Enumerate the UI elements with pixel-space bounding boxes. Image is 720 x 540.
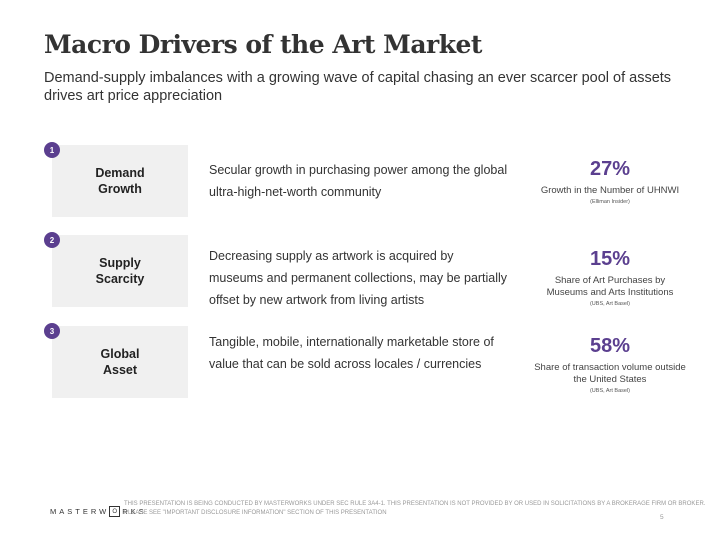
driver-number-badge: 2	[44, 232, 60, 248]
slide-title: Macro Drivers of the Art Market	[44, 30, 482, 59]
driver-number-badge: 3	[44, 323, 60, 339]
driver-row-global-asset: 3 Global Asset Tangible, mobile, interna…	[0, 323, 720, 398]
slide-subtitle: Demand-supply imbalances with a growing …	[44, 70, 672, 104]
stat-label: Share of transaction volume outside the …	[534, 362, 686, 385]
stat-value: 58%	[589, 335, 631, 357]
driver-stat: 15% Share of Art Purchases by Museums an…	[528, 247, 692, 308]
stat-source: (UBS, Art Basel)	[589, 301, 631, 307]
driver-name-box: Global Asset	[52, 326, 188, 398]
driver-row-supply-scarcity: 2 Supply Scarcity Decreasing supply as a…	[0, 232, 720, 308]
stat-value: 27%	[589, 158, 631, 180]
driver-number-badge: 1	[44, 142, 60, 158]
driver-description: Decreasing supply as artwork is acquired…	[209, 249, 508, 307]
driver-name-box: Supply Scarcity	[52, 235, 188, 307]
stat-source: (Elliman Insider)	[590, 199, 630, 205]
logo-text-right: RKS	[122, 507, 147, 516]
driver-description: Tangible, mobile, internationally market…	[209, 335, 494, 371]
logo-text-left: MASTERW	[50, 507, 110, 516]
page-number: 5	[660, 514, 664, 521]
stat-value: 15%	[589, 248, 631, 270]
stat-label: Growth in the Number of UHNWI	[540, 185, 680, 196]
footer-disclaimer: THIS PRESENTATION IS BEING CONDUCTED BY …	[124, 501, 706, 516]
driver-stat: 58% Share of transaction volume outside …	[528, 334, 692, 395]
driver-description: Secular growth in purchasing power among…	[209, 163, 508, 199]
driver-row-demand-growth: 1 Demand Growth Secular growth in purcha…	[0, 142, 720, 217]
stat-source: (UBS, Art Basel)	[589, 388, 631, 394]
driver-stat: 27% Growth in the Number of UHNWI (Ellim…	[528, 157, 692, 206]
stat-label: Share of Art Purchases by Museums and Ar…	[546, 275, 674, 298]
logo-box-icon: O	[109, 506, 121, 517]
masterworks-logo: MASTERW O RKS	[50, 506, 147, 517]
driver-name-box: Demand Growth	[52, 145, 188, 217]
